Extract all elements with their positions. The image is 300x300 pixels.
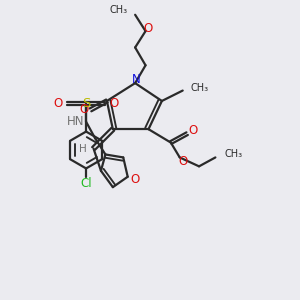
- Text: Cl: Cl: [80, 177, 92, 190]
- Text: O: O: [188, 124, 198, 137]
- Text: O: O: [110, 98, 119, 110]
- Text: O: O: [143, 22, 152, 34]
- Text: CH₃: CH₃: [110, 5, 128, 15]
- Text: CH₃: CH₃: [190, 82, 208, 93]
- Text: O: O: [80, 103, 88, 116]
- Text: HN: HN: [67, 115, 84, 128]
- Text: H: H: [79, 143, 87, 154]
- Text: CH₃: CH₃: [224, 149, 242, 160]
- Text: S: S: [82, 98, 90, 110]
- Text: N: N: [132, 73, 141, 86]
- Text: O: O: [53, 98, 62, 110]
- Text: O: O: [130, 172, 140, 186]
- Text: O: O: [178, 155, 187, 168]
